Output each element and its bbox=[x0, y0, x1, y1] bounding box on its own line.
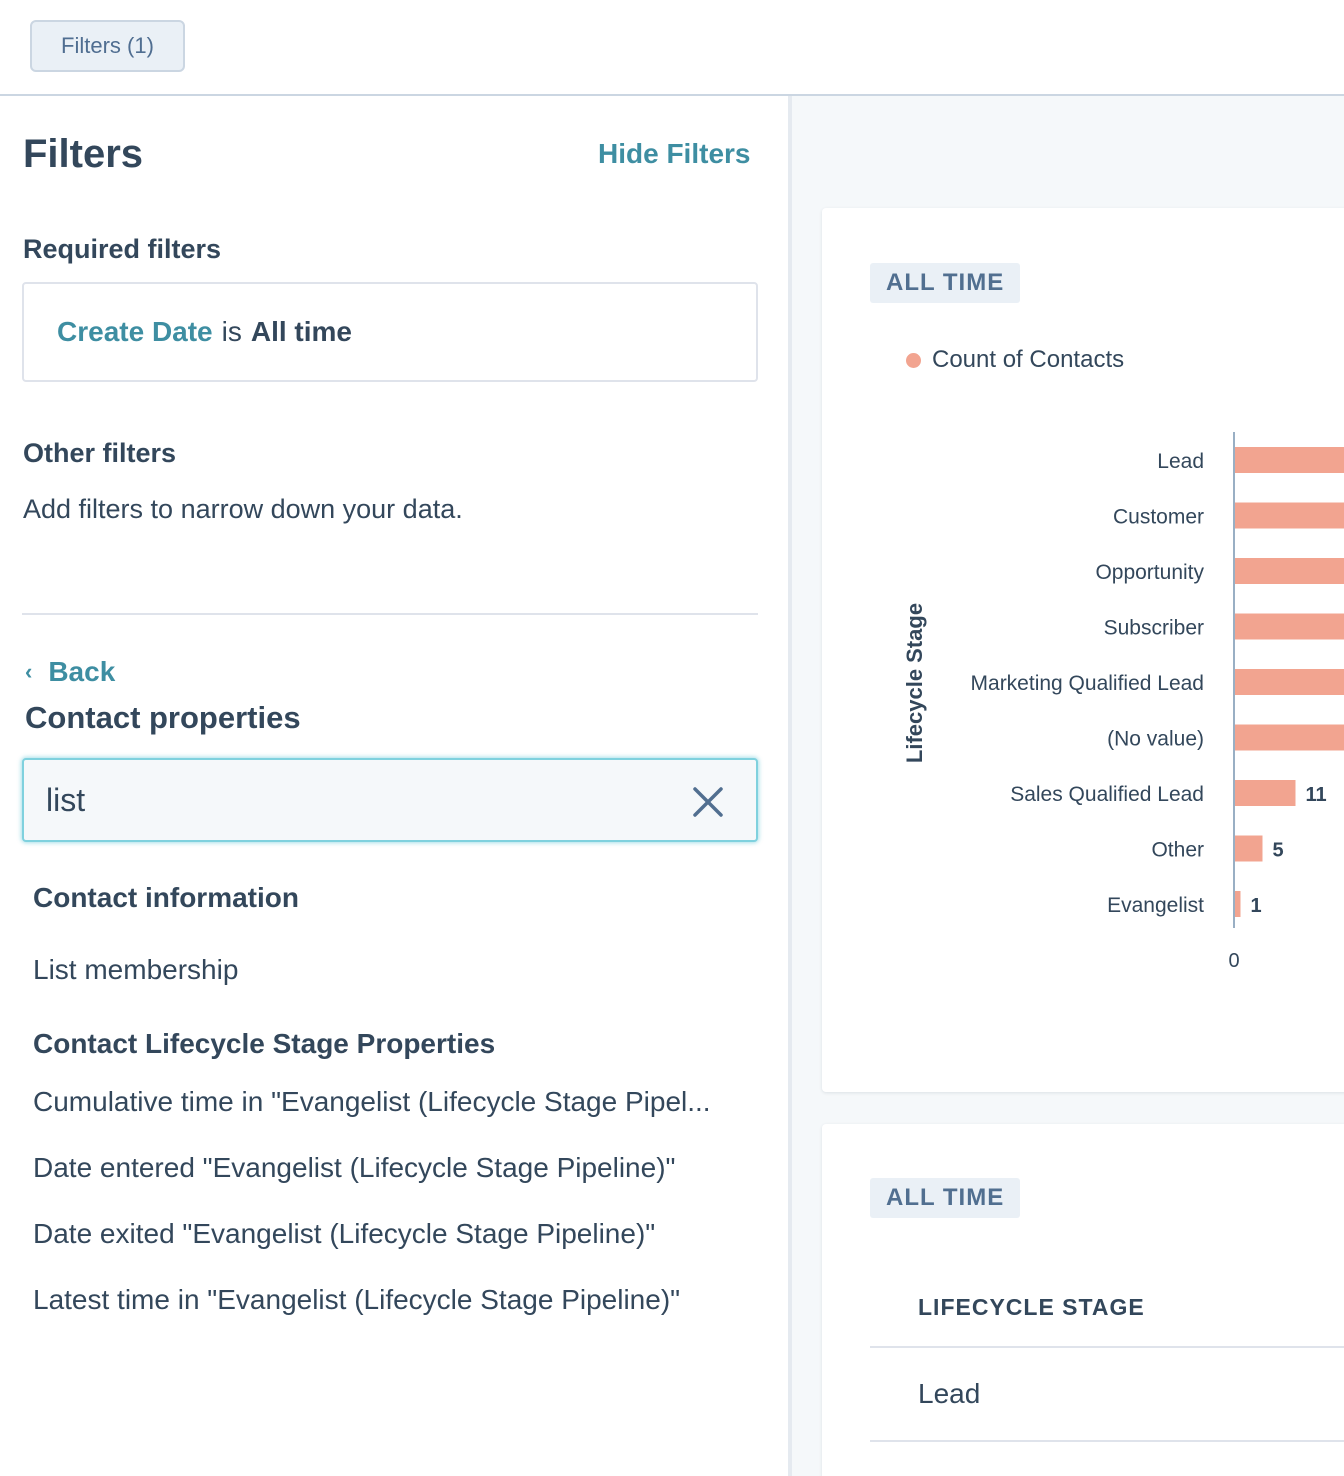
x-tick-label: 0 bbox=[1228, 950, 1239, 972]
category-label: Opportunity bbox=[1095, 561, 1204, 584]
category-label: Customer bbox=[1113, 506, 1204, 529]
filters-panel: Filters Hide Filters Required filters Cr… bbox=[0, 96, 792, 1476]
property-option[interactable]: Cumulative time in "Evangelist (Lifecycl… bbox=[33, 1086, 711, 1117]
required-filter-card[interactable]: Create Date is All time bbox=[22, 282, 758, 382]
legend-label: Count of Contacts bbox=[932, 346, 1125, 373]
bar[interactable] bbox=[1235, 780, 1296, 806]
required-filters-heading: Required filters bbox=[23, 234, 222, 264]
category-label: Subscriber bbox=[1104, 617, 1204, 640]
table-card: ALL TIME LIFECYCLE STAGE Lead bbox=[822, 1124, 1344, 1476]
bar[interactable] bbox=[1235, 558, 1344, 584]
section-title: Contact properties bbox=[25, 700, 301, 735]
chevron-left-icon: ‹ bbox=[25, 659, 33, 684]
category-label: (No value) bbox=[1107, 728, 1204, 751]
filter-property: Create Date bbox=[57, 316, 213, 347]
property-search bbox=[22, 758, 758, 842]
bar[interactable] bbox=[1235, 835, 1263, 862]
chart-legend[interactable]: Count of Contacts bbox=[906, 346, 1124, 374]
group-heading: Contact Lifecycle Stage Properties bbox=[33, 1028, 496, 1059]
property-option[interactable]: Date exited "Evangelist (Lifecycle Stage… bbox=[33, 1218, 656, 1249]
bar[interactable] bbox=[1235, 447, 1344, 473]
category-label: Evangelist bbox=[1107, 894, 1204, 917]
bar-chart: Lifecycle Stage Lead Customer Opportunity Su… bbox=[902, 432, 1344, 972]
category-label: Other bbox=[1151, 839, 1204, 862]
filter-value: All time bbox=[250, 316, 353, 347]
bar[interactable] bbox=[1235, 502, 1344, 529]
divider bbox=[22, 613, 758, 615]
bar[interactable] bbox=[1235, 669, 1344, 695]
other-filters-heading: Other filters bbox=[23, 438, 177, 468]
data-label: 5 bbox=[1273, 840, 1284, 862]
data-label: 11 bbox=[1306, 784, 1327, 806]
property-option[interactable]: Latest time in "Evangelist (Lifecycle St… bbox=[33, 1284, 681, 1315]
date-range-badge: ALL TIME bbox=[870, 263, 1021, 303]
table-column-header[interactable]: LIFECYCLE STAGE bbox=[918, 1294, 1145, 1320]
category-label: Marketing Qualified Lead bbox=[971, 672, 1204, 695]
y-axis-title: Lifecycle Stage bbox=[902, 603, 927, 763]
filter-operator: is bbox=[221, 316, 242, 347]
category-label: Sales Qualified Lead bbox=[1010, 783, 1204, 806]
chart-card: ALL TIME Count of Contacts Lifecycle Sta… bbox=[822, 208, 1344, 1092]
date-range-badge: ALL TIME bbox=[870, 1178, 1021, 1218]
bar[interactable] bbox=[1235, 724, 1344, 751]
category-label: Lead bbox=[1157, 450, 1204, 473]
search-input[interactable] bbox=[46, 774, 666, 826]
filters-toggle-button[interactable]: Filters (1) bbox=[30, 20, 185, 72]
other-filters-description: Add filters to narrow down your data. bbox=[23, 494, 463, 524]
table-divider bbox=[870, 1440, 1344, 1442]
data-label: 1 bbox=[1251, 895, 1262, 917]
hide-filters-link[interactable]: Hide Filters bbox=[598, 138, 751, 169]
property-option[interactable]: Date entered "Evangelist (Lifecycle Stag… bbox=[33, 1152, 676, 1183]
table-cell: Lead bbox=[918, 1378, 981, 1409]
bar[interactable] bbox=[1235, 891, 1241, 917]
table-divider bbox=[870, 1346, 1344, 1348]
property-option[interactable]: List membership bbox=[33, 954, 239, 985]
panel-title: Filters bbox=[23, 132, 144, 176]
back-label: Back bbox=[48, 656, 116, 687]
bar[interactable] bbox=[1235, 613, 1344, 640]
legend-dot bbox=[906, 352, 921, 368]
back-link[interactable]: ‹ Back bbox=[25, 656, 115, 688]
close-icon[interactable] bbox=[690, 784, 726, 820]
group-heading: Contact information bbox=[33, 882, 299, 913]
top-bar: Filters (1) bbox=[0, 0, 1344, 96]
